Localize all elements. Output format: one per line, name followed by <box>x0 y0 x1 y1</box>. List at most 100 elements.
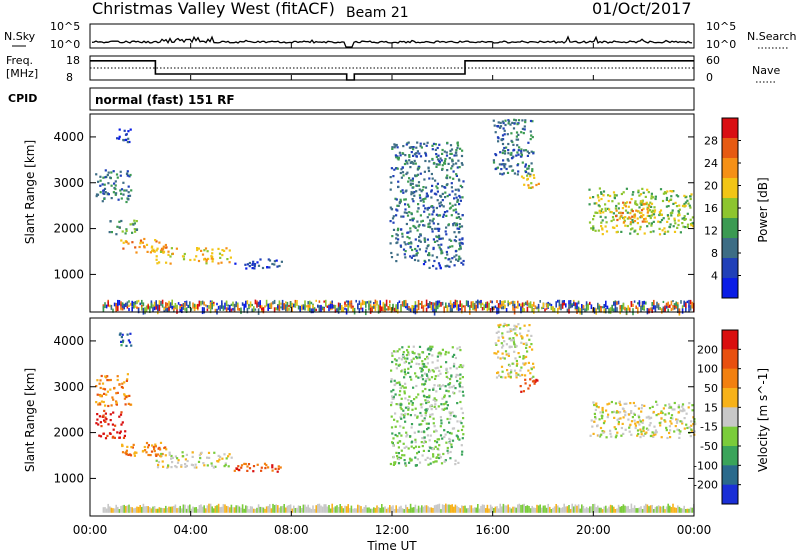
velocity-echo-cell <box>519 327 522 330</box>
ground-scatter-cell <box>571 503 573 513</box>
velocity-echo-cell <box>426 357 430 360</box>
ground-scatter-cell <box>317 503 319 513</box>
power-echo-cell <box>413 225 416 228</box>
power-echo-cell <box>444 157 447 161</box>
power-echo-cell <box>604 216 607 219</box>
velocity-echo-cell <box>401 355 404 358</box>
ground-scatter-cell <box>638 507 641 513</box>
velocity-echo-cell <box>677 411 680 414</box>
ground-scatter-cell <box>419 303 421 306</box>
power-echo-cell <box>596 211 599 214</box>
power-echo-cell <box>411 177 414 180</box>
ground-scatter-cell <box>205 304 207 307</box>
ground-scatter-cell <box>491 506 493 513</box>
velocity-echo-cell <box>648 407 652 410</box>
power-echo-cell <box>431 230 434 233</box>
ground-scatter-cell <box>120 306 122 311</box>
power-echo-cell <box>635 209 638 212</box>
ground-scatter-cell <box>113 508 116 513</box>
power-echo-cell <box>396 157 399 160</box>
ground-scatter-cell <box>561 302 564 309</box>
ground-scatter-cell <box>256 507 258 513</box>
velocity-echo-cell <box>405 445 408 448</box>
power-echo-cell <box>446 195 449 198</box>
velocity-echo-cell <box>420 406 423 409</box>
velocity-echo-cell <box>671 417 674 420</box>
ground-scatter-cell <box>486 304 489 312</box>
velocity-echo-cell <box>426 396 429 399</box>
ground-scatter-cell <box>629 307 631 313</box>
power-echo-cell <box>432 247 435 251</box>
velocity-echo-cell <box>497 330 500 333</box>
power-echo-cell <box>280 260 283 263</box>
velocity-echo-cell <box>126 378 129 381</box>
power-echo-cell <box>596 194 599 197</box>
ground-scatter-cell <box>673 305 676 308</box>
ground-scatter-cell <box>510 301 513 305</box>
power-echo-cell <box>408 146 411 149</box>
ground-scatter-cell <box>595 507 597 513</box>
power-echo-cell <box>428 266 431 269</box>
ground-scatter-cell <box>619 506 621 513</box>
velocity-echo-cell <box>500 342 503 345</box>
ground-scatter-cell <box>568 303 570 309</box>
velocity-echo-cell <box>527 387 530 390</box>
ground-scatter-cell <box>576 505 578 513</box>
ground-scatter-cell <box>294 299 297 305</box>
power-echo-cell <box>617 207 620 210</box>
velocity-echo-cell <box>112 398 115 401</box>
velocity-echo-cell <box>414 464 418 467</box>
ground-scatter-cell <box>302 305 305 310</box>
ground-scatter-cell <box>283 504 285 513</box>
power-echo-cell <box>601 219 604 222</box>
power-echo-cell <box>453 197 456 200</box>
velocity-echo-cell <box>441 437 444 440</box>
power-echo-cell <box>459 199 462 202</box>
power-echo-cell <box>211 260 214 263</box>
ground-scatter-cell <box>590 304 593 310</box>
power-echo-cell <box>460 162 463 165</box>
velocity-echo-cell <box>437 453 440 456</box>
velocity-echo-cell <box>394 412 397 415</box>
ground-scatter-cell <box>181 307 183 314</box>
ground-scatter-cell <box>507 504 509 513</box>
velocity-echo-cell <box>104 416 107 419</box>
velocity-echo-cell <box>452 365 456 368</box>
power-echo-cell <box>418 239 421 242</box>
ground-scatter-cell <box>419 507 421 513</box>
ground-scatter-cell <box>173 505 175 513</box>
velocity-echo-cell <box>432 455 435 458</box>
velocity-echo-cell <box>423 363 426 366</box>
ground-scatter-cell <box>168 306 170 311</box>
velocity-echo-cell <box>449 457 452 460</box>
velocity-echo-cell <box>448 382 452 385</box>
velocity-echo-cell <box>118 432 121 435</box>
power-echo-cell <box>689 197 692 201</box>
ground-scatter-cell <box>681 308 684 314</box>
ground-scatter-cell <box>173 307 175 311</box>
power-echo-cell <box>532 152 535 155</box>
velocity-echo-cell <box>235 467 239 470</box>
ground-scatter-cell <box>109 304 111 308</box>
power-echo-cell <box>672 190 675 193</box>
ground-scatter-cell <box>497 308 500 314</box>
power-echo-cell <box>503 129 506 132</box>
velocity-echo-cell <box>511 362 514 365</box>
power-echo-cell <box>410 191 413 194</box>
power-echo-cell <box>659 209 663 212</box>
power-echo-cell <box>428 252 431 255</box>
ground-scatter-cell <box>235 505 237 513</box>
power-echo-cell <box>519 155 523 158</box>
ground-scatter-cell <box>203 307 205 314</box>
power-echo-cell <box>183 252 186 256</box>
velocity-echo-cell <box>653 425 656 428</box>
ground-scatter-cell <box>427 506 429 513</box>
power-echo-cell <box>437 154 440 157</box>
power-echo-cell <box>638 206 641 209</box>
ground-scatter-cell <box>670 300 673 306</box>
ground-scatter-cell <box>403 300 405 305</box>
power-echo-cell <box>520 152 523 155</box>
power-echo-cell <box>395 237 398 240</box>
power-echo-cell <box>203 258 206 261</box>
velocity-echo-cell <box>461 411 464 415</box>
